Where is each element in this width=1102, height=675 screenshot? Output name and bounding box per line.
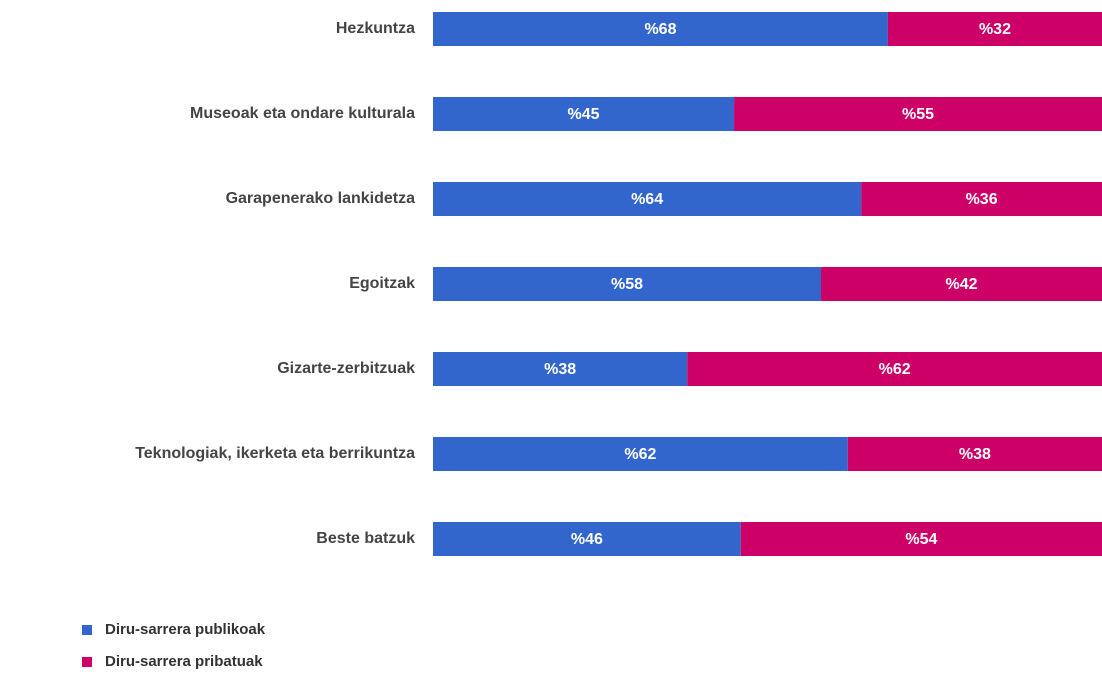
category-label: Gizarte-zerbitzuak xyxy=(277,360,415,377)
data-label: %54 xyxy=(905,531,937,548)
data-label: %45 xyxy=(568,106,600,123)
data-label: %46 xyxy=(571,531,603,548)
category-label: Garapenerako lankidetza xyxy=(226,190,416,207)
category-label: Teknologiak, ikerketa eta berrikuntza xyxy=(135,445,415,462)
legend-label: Diru-sarrera publikoak xyxy=(105,621,266,638)
data-label: %38 xyxy=(959,446,991,463)
bar-segment xyxy=(687,352,1102,386)
legend-label: Diru-sarrera pribatuak xyxy=(105,653,263,670)
category-label: Beste batzuk xyxy=(316,530,415,547)
category-label: Museoak eta ondare kulturala xyxy=(190,105,415,122)
data-label: %38 xyxy=(544,361,576,378)
bar-segment xyxy=(433,522,741,556)
bar-segment xyxy=(433,97,735,131)
legend-swatch xyxy=(82,625,92,635)
data-label: %42 xyxy=(945,276,977,293)
data-label: %62 xyxy=(624,446,656,463)
data-label: %36 xyxy=(966,191,998,208)
category-label: Hezkuntza xyxy=(336,20,415,37)
bar-segment xyxy=(433,437,848,471)
data-label: %55 xyxy=(902,106,934,123)
bar-segment xyxy=(433,352,688,386)
bar-segment xyxy=(433,267,822,301)
bar-segment xyxy=(740,522,1102,556)
data-label: %62 xyxy=(879,361,911,378)
data-label: %32 xyxy=(979,21,1011,38)
bar-segment xyxy=(734,97,1102,131)
category-label: Egoitzak xyxy=(349,275,415,292)
data-label: %68 xyxy=(644,21,676,38)
bar-segment xyxy=(433,12,888,46)
legend-swatch xyxy=(82,657,92,667)
bar-segment xyxy=(847,437,1102,471)
bar-segment xyxy=(887,12,1102,46)
data-label: %64 xyxy=(631,191,663,208)
bar-segment xyxy=(861,182,1102,216)
data-label: %58 xyxy=(611,276,643,293)
bar-segment xyxy=(433,182,862,216)
bar-segment xyxy=(821,267,1102,301)
